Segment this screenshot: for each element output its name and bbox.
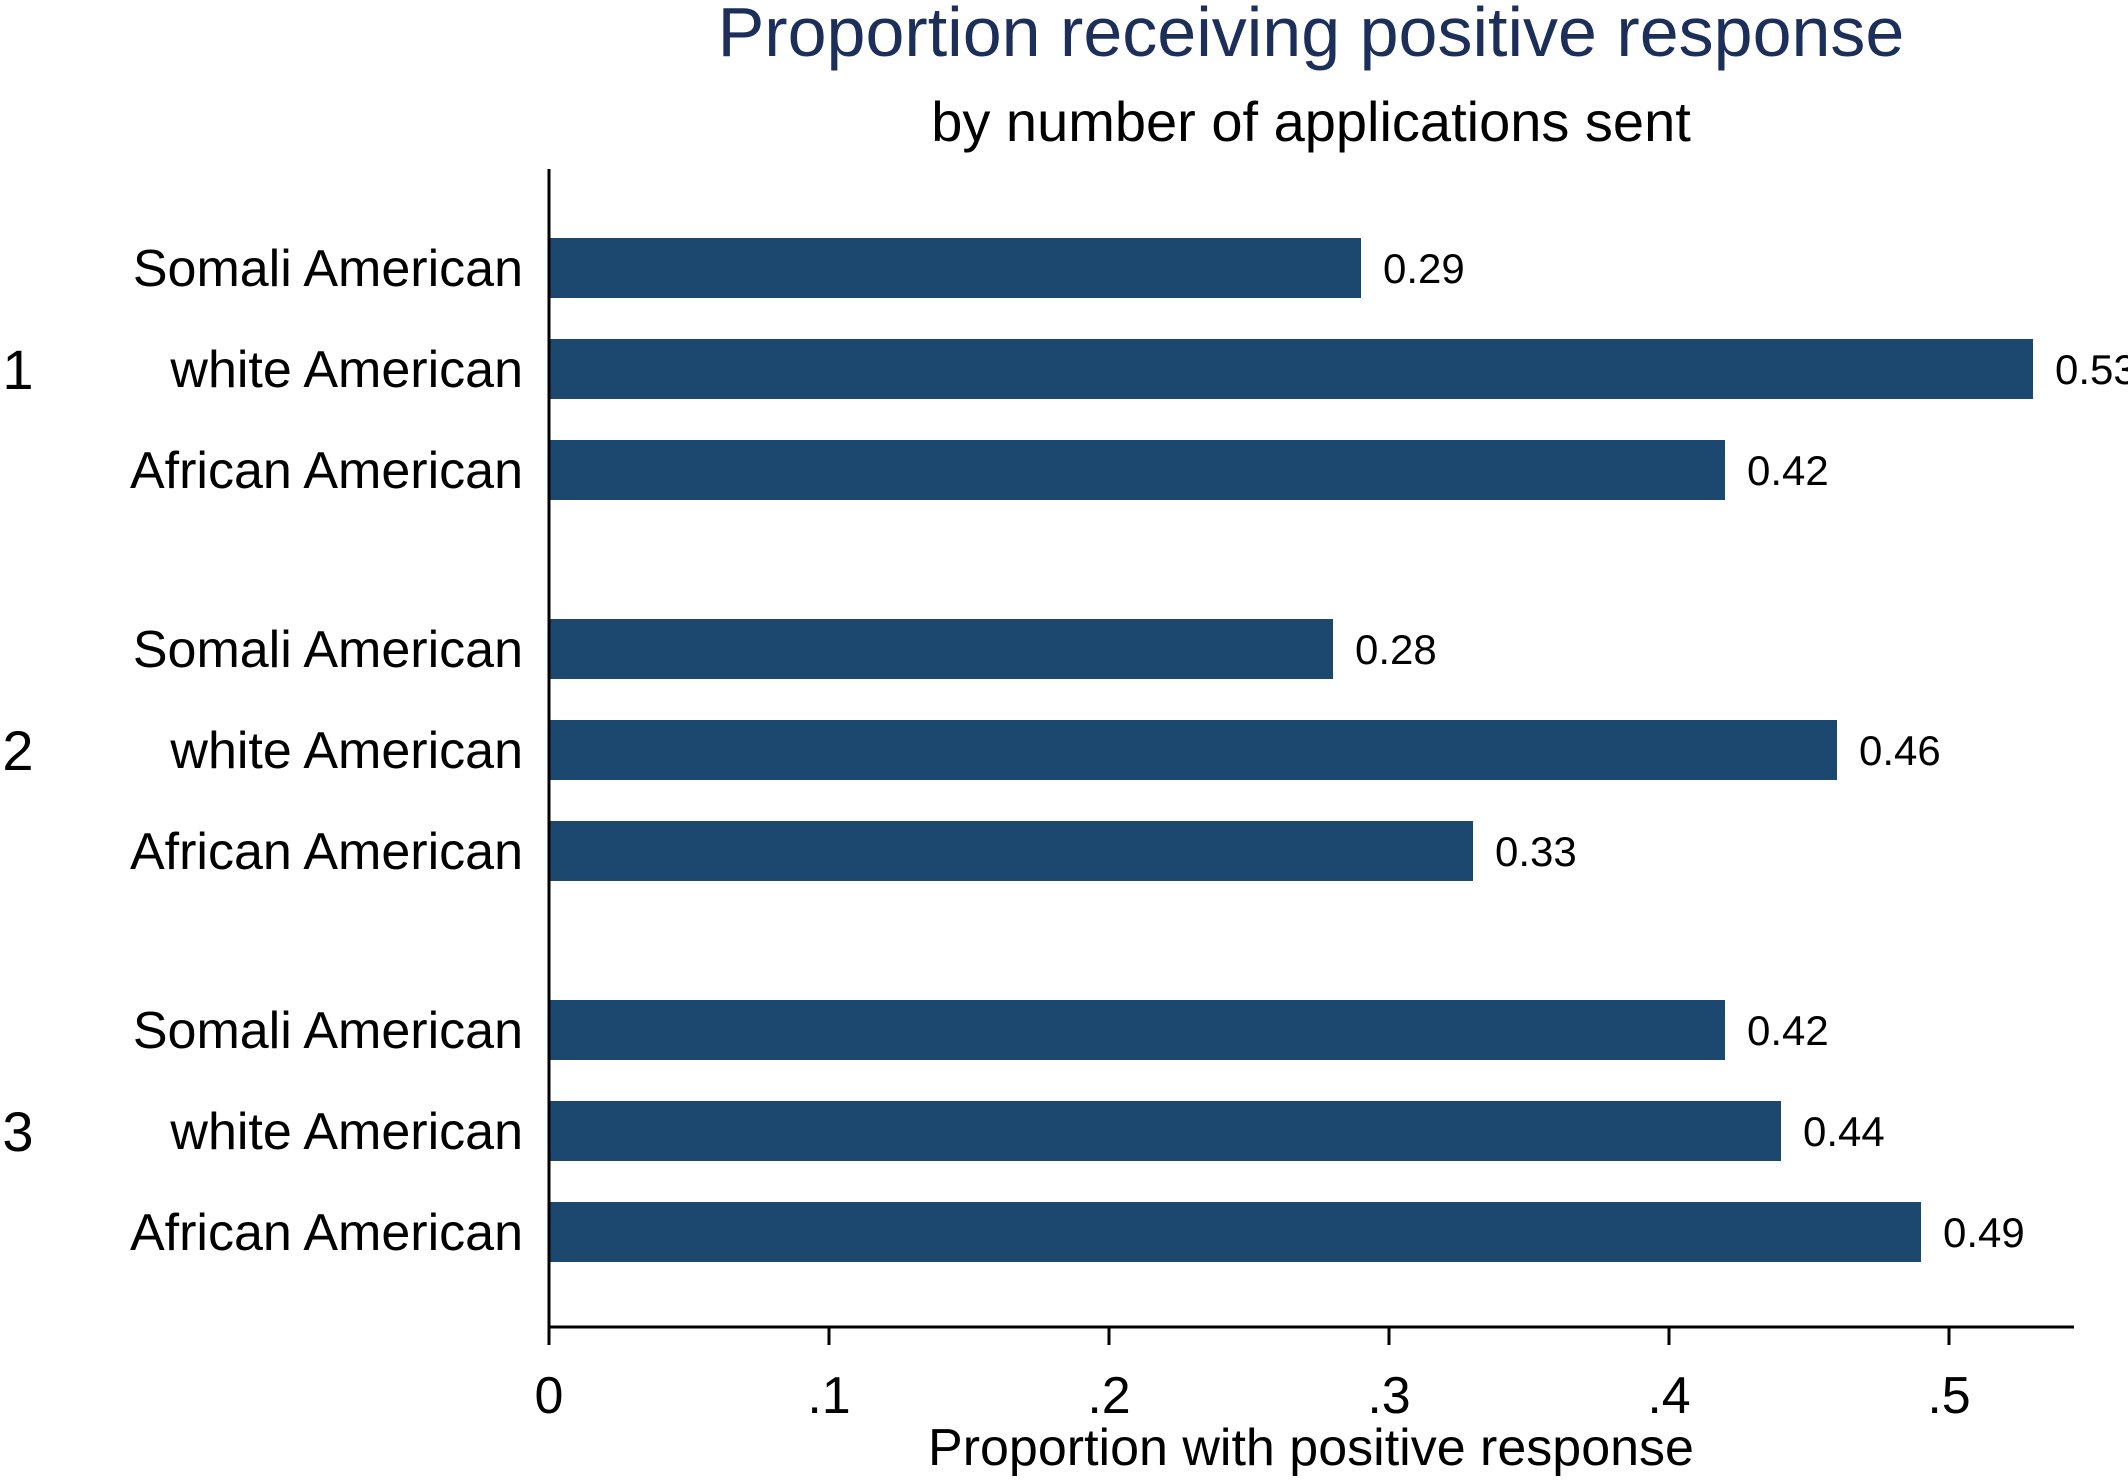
- bar: [549, 619, 1333, 679]
- x-tick-label: 0: [535, 1367, 564, 1425]
- bar-value-label: 0.28: [1355, 626, 1437, 673]
- category-label: white American: [169, 722, 523, 780]
- category-label: African American: [130, 1204, 523, 1262]
- chart-title: Proportion receiving positive response: [718, 0, 1905, 71]
- x-tick-label: .3: [1367, 1367, 1410, 1425]
- bar-value-label: 0.49: [1943, 1209, 2025, 1256]
- category-label: African American: [130, 823, 523, 881]
- bar-value-label: 0.42: [1747, 1007, 1829, 1054]
- group-label: 2: [2, 719, 33, 782]
- bar-value-label: 0.46: [1859, 727, 1941, 774]
- bar-value-label: 0.44: [1803, 1108, 1885, 1155]
- category-label: Somali American: [133, 1002, 523, 1060]
- group-label: 1: [2, 338, 33, 401]
- bar: [549, 339, 2033, 399]
- x-tick-label: .4: [1647, 1367, 1690, 1425]
- x-tick-label: .2: [1087, 1367, 1130, 1425]
- bar: [549, 821, 1473, 881]
- group-label: 3: [2, 1100, 33, 1163]
- bar: [549, 1000, 1725, 1060]
- bar: [549, 1101, 1781, 1161]
- x-tick-label: .1: [807, 1367, 850, 1425]
- bar: [549, 1202, 1921, 1262]
- x-tick-label: .5: [1927, 1367, 1970, 1425]
- chart-subtitle: by number of applications sent: [931, 90, 1691, 153]
- bar: [549, 238, 1361, 298]
- x-axis-ticks: 0 .1 .2 .3 .4 .5: [535, 1327, 1971, 1425]
- bar: [549, 720, 1837, 780]
- bar-value-label: 0.33: [1495, 828, 1577, 875]
- category-label: Somali American: [133, 240, 523, 298]
- plot-area: 0.29 Somali American 0.53 white American 0.4…: [2, 238, 2128, 1262]
- bar-value-label: 0.42: [1747, 447, 1829, 494]
- category-label: Somali American: [133, 621, 523, 679]
- bar: [549, 440, 1725, 500]
- category-label: white American: [169, 341, 523, 399]
- bar-value-label: 0.29: [1383, 245, 1465, 292]
- category-label: African American: [130, 442, 523, 500]
- x-axis-label: Proportion with positive response: [928, 1419, 1694, 1477]
- category-label: white American: [169, 1103, 523, 1161]
- bar-value-label: 0.53: [2055, 346, 2128, 393]
